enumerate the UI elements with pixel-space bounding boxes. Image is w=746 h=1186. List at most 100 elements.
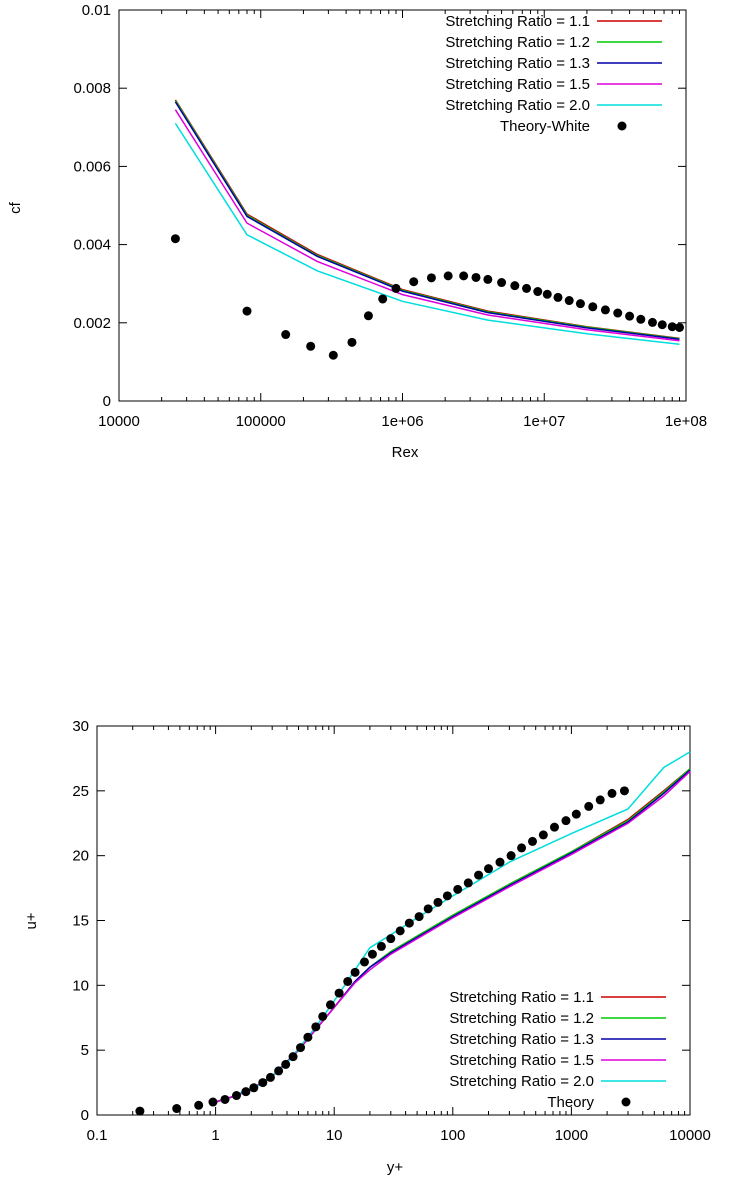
chart2-point — [220, 1094, 230, 1104]
chart1-legend-label: Stretching Ratio = 2.0 — [445, 97, 590, 114]
chart1-point — [306, 341, 316, 351]
chart2-legend-label: Stretching Ratio = 1.1 — [449, 989, 594, 1006]
chart1-point — [675, 322, 685, 332]
chart1-legend-marker — [617, 121, 627, 131]
chart1-y-tick-label: 0.008 — [73, 80, 111, 97]
chart2-point — [359, 957, 369, 967]
chart1-legend-label: Stretching Ratio = 1.1 — [445, 13, 590, 30]
chart2-point — [281, 1059, 291, 1069]
chart2-point — [506, 851, 516, 861]
chart1-point — [553, 292, 563, 302]
chart2-x-tick-label: 0.1 — [87, 1127, 108, 1144]
chart2-point — [395, 926, 405, 936]
chart1-plot-frame — [118, 9, 687, 402]
chart1-y-tick-label: 0.002 — [73, 315, 111, 332]
chart2-point — [311, 1022, 321, 1032]
chart2-point — [463, 878, 473, 888]
chart2-point — [367, 949, 377, 959]
chart1-point — [533, 287, 543, 297]
chart2-x-tick-label: 10000 — [669, 1127, 711, 1144]
chart1-point — [522, 283, 532, 293]
chart2-point — [404, 918, 414, 928]
chart1-point — [497, 278, 507, 288]
chart2-point — [595, 795, 605, 805]
chart2-point — [386, 934, 396, 944]
chart2-x-tick-label: 1 — [211, 1127, 219, 1144]
chart2-point — [528, 836, 538, 846]
chart1-legend-label: Stretching Ratio = 1.2 — [445, 34, 590, 51]
chart2-point — [241, 1087, 251, 1097]
chart2-point — [484, 864, 494, 874]
chart2-y-tick-label: 25 — [72, 783, 89, 800]
chart2-point — [423, 904, 433, 914]
chart1-point — [575, 299, 585, 309]
chart1-point — [378, 294, 388, 304]
chart2-legend-label: Stretching Ratio = 1.3 — [449, 1031, 594, 1048]
chart1-point — [391, 283, 401, 293]
chart2-point — [453, 884, 463, 894]
chart1-point — [347, 337, 357, 347]
chart2-point — [376, 941, 386, 951]
chart2-point — [474, 870, 484, 880]
chart1-x-tick-label: 1e+08 — [665, 413, 707, 430]
chart2-point — [135, 1106, 145, 1116]
chart1-point — [281, 330, 291, 340]
chart2-y-tick-label: 30 — [72, 718, 89, 735]
chart2-ylabel: u+ — [23, 912, 40, 929]
chart1-point — [242, 306, 252, 316]
chart1-y-tick-label: 0.01 — [82, 2, 111, 19]
chart1-point — [613, 308, 623, 318]
chart1-series-line — [174, 100, 680, 340]
chart2-point — [274, 1066, 284, 1076]
chart2-x-tick-label: 1000 — [555, 1127, 588, 1144]
chart1-point — [636, 314, 646, 324]
chart2-point — [318, 1011, 328, 1021]
chart2-legend-label: Stretching Ratio = 1.2 — [449, 1010, 594, 1027]
chart2-point — [584, 801, 594, 811]
chart2-point — [433, 897, 443, 907]
chart2-y-tick-label: 20 — [72, 848, 89, 865]
chart2-y-tick-label: 0 — [81, 1107, 89, 1124]
chart1-legend-label: Stretching Ratio = 1.3 — [445, 55, 590, 72]
chart1-y-tick-label: 0 — [103, 393, 111, 410]
chart1-legend-label: Theory-White — [500, 118, 590, 135]
chart1-point — [483, 274, 493, 284]
chart1-point — [409, 277, 419, 287]
chart1-series-line — [174, 122, 680, 346]
chart2-point — [350, 967, 360, 977]
chart2-point — [208, 1097, 218, 1107]
chart1-point — [564, 296, 574, 306]
chart2-point — [561, 816, 571, 826]
chart1-point — [542, 289, 552, 299]
chart2-point — [231, 1091, 241, 1101]
chart1-point — [363, 311, 373, 321]
chart2-point — [288, 1052, 298, 1062]
chart2-y-tick-label: 15 — [72, 913, 89, 930]
chart1-point — [647, 317, 657, 327]
chart1-point — [588, 302, 598, 312]
chart1-legend-label: Stretching Ratio = 1.5 — [445, 76, 590, 93]
chart2-x-tick-label: 10 — [326, 1127, 343, 1144]
chart1-point — [667, 322, 677, 332]
chart2-point — [343, 976, 353, 986]
chart1-x-tick-label: 100000 — [236, 413, 286, 430]
chart2-legend-label: Stretching Ratio = 1.5 — [449, 1052, 594, 1069]
chart2-point — [571, 809, 581, 819]
chart1-point — [625, 311, 635, 321]
chart1-point — [170, 234, 180, 244]
chart2-y-tick-label: 5 — [81, 1042, 89, 1059]
chart1-y-tick-label: 0.006 — [73, 158, 111, 175]
chart1-x-tick-label: 1e+06 — [381, 413, 423, 430]
chart1-point — [443, 271, 453, 281]
chart2-point — [296, 1043, 306, 1053]
chart1-point — [471, 272, 481, 282]
chart2-point — [442, 891, 452, 901]
chart2-point — [538, 830, 548, 840]
chart1-point — [426, 273, 436, 283]
chart2-point — [249, 1083, 259, 1093]
chart2-x-tick-label: 100 — [440, 1127, 465, 1144]
chart2-point — [619, 786, 629, 796]
chart1-series-line — [174, 101, 680, 340]
chart1-x-tick-label: 10000 — [98, 413, 140, 430]
